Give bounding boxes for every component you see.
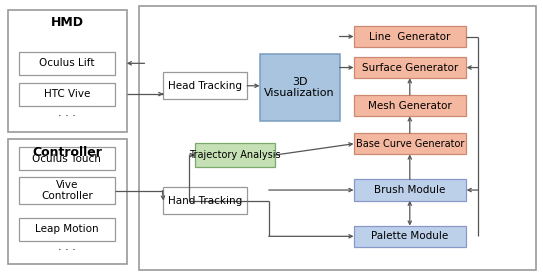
Text: Trajectory Analysis: Trajectory Analysis bbox=[189, 150, 281, 160]
Text: · · ·: · · · bbox=[58, 246, 76, 255]
FancyBboxPatch shape bbox=[139, 6, 536, 270]
Text: Palette Module: Palette Module bbox=[371, 231, 449, 241]
FancyBboxPatch shape bbox=[18, 82, 115, 106]
FancyBboxPatch shape bbox=[353, 57, 466, 78]
Text: Leap Motion: Leap Motion bbox=[35, 224, 99, 234]
FancyBboxPatch shape bbox=[353, 179, 466, 201]
Text: Vive
Controller: Vive Controller bbox=[41, 180, 93, 201]
Text: Oculus Lift: Oculus Lift bbox=[39, 58, 94, 68]
FancyBboxPatch shape bbox=[353, 133, 466, 154]
FancyBboxPatch shape bbox=[195, 144, 275, 167]
FancyBboxPatch shape bbox=[353, 95, 466, 116]
Text: HMD: HMD bbox=[51, 16, 84, 29]
FancyBboxPatch shape bbox=[18, 177, 115, 204]
FancyBboxPatch shape bbox=[163, 187, 247, 214]
FancyBboxPatch shape bbox=[353, 226, 466, 247]
Text: Base Curve Generator: Base Curve Generator bbox=[356, 139, 464, 149]
FancyBboxPatch shape bbox=[18, 218, 115, 241]
Text: Oculus Touch: Oculus Touch bbox=[33, 154, 101, 164]
Text: Head Tracking: Head Tracking bbox=[168, 81, 242, 91]
Text: HTC Vive: HTC Vive bbox=[43, 89, 90, 99]
FancyBboxPatch shape bbox=[8, 10, 127, 132]
Text: Line  Generator: Line Generator bbox=[369, 32, 451, 42]
FancyBboxPatch shape bbox=[260, 54, 339, 121]
Text: 3D
Visualization: 3D Visualization bbox=[264, 77, 335, 98]
Text: Surface Generator: Surface Generator bbox=[362, 62, 458, 73]
Text: Brush Module: Brush Module bbox=[374, 185, 445, 195]
FancyBboxPatch shape bbox=[18, 52, 115, 75]
Text: · · ·: · · · bbox=[58, 111, 76, 121]
Text: Hand Tracking: Hand Tracking bbox=[168, 196, 242, 206]
Text: Mesh Generator: Mesh Generator bbox=[368, 101, 452, 111]
Text: Controller: Controller bbox=[33, 146, 102, 159]
FancyBboxPatch shape bbox=[163, 72, 247, 99]
FancyBboxPatch shape bbox=[353, 26, 466, 47]
FancyBboxPatch shape bbox=[8, 139, 127, 264]
FancyBboxPatch shape bbox=[18, 147, 115, 170]
